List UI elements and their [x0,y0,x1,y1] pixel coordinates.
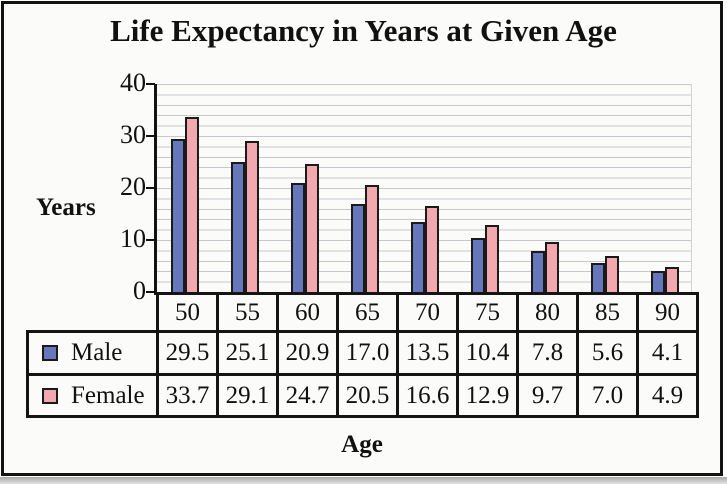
bar-female-65 [365,185,379,292]
value-female-60: 24.7 [276,373,339,418]
scan-edge-shadow [0,477,727,484]
data-table: 50 55 60 65 70 75 80 85 90 Male 29.5 25.1 20.9 17.0 13… [26,292,699,418]
value-female-55: 29.1 [216,373,279,418]
male-legend-swatch-icon [42,345,58,361]
value-male-60: 20.9 [276,330,339,376]
bar-male-50 [171,138,185,292]
bar-male-75 [471,237,485,292]
male-legend-cell: Male [26,330,159,376]
male-series-label: Male [71,339,123,366]
x-axis-title: Age [341,431,383,458]
value-female-50: 33.7 [156,373,219,418]
plot-area [157,84,692,292]
y-axis-line [154,84,157,295]
female-series-label: Female [71,381,145,409]
bar-male-55 [231,161,245,292]
y-axis-title: Years [36,194,96,221]
value-male-85: 5.6 [576,330,639,376]
table-spacer-cell [28,294,158,332]
female-legend-cell: Female [26,373,159,418]
bar-female-50 [185,116,199,292]
male-row: Male 29.5 25.1 20.9 17.0 13.5 10.4 7.8 5.6 4.1 [26,330,699,376]
value-male-90: 4.1 [636,330,699,376]
value-female-75: 12.9 [456,373,519,418]
value-female-85: 7.0 [576,373,639,418]
bar-female-90 [665,266,679,292]
bar-female-85 [605,255,619,292]
age-header-cell-90: 90 [636,292,699,333]
bar-male-85 [591,262,605,292]
age-header-row: 50 55 60 65 70 75 80 85 90 [28,292,699,333]
age-header-cell-60: 60 [276,292,339,333]
age-header-cell-55: 55 [216,292,279,333]
bar-male-80 [531,251,545,292]
age-header-cell-65: 65 [336,292,399,333]
age-header-cell-70: 70 [396,292,459,333]
chart-title: Life Expectancy in Years at Given Age [110,13,617,48]
value-female-65: 20.5 [336,373,399,418]
bar-male-60 [291,183,305,292]
age-header-cell-80: 80 [516,292,579,333]
value-male-65: 17.0 [336,330,399,376]
value-male-75: 10.4 [456,330,519,376]
age-header-cell-75: 75 [456,292,519,333]
female-legend-swatch-icon [42,387,58,404]
bar-female-60 [305,163,319,292]
female-row: Female 33.7 29.1 24.7 20.5 16.6 12.9 9.7 7.0 4.9 [26,373,699,418]
value-male-50: 29.5 [156,330,219,376]
bar-male-65 [351,203,365,292]
value-female-70: 16.6 [396,373,459,418]
bar-male-90 [651,270,665,292]
value-female-80: 9.7 [516,373,579,418]
value-male-80: 7.8 [516,330,579,376]
bar-male-70 [411,221,425,292]
bar-female-70 [425,205,439,292]
bar-female-75 [485,224,499,292]
age-header-cell-50: 50 [156,292,219,333]
value-male-55: 25.1 [216,330,279,376]
value-female-90: 4.9 [636,373,699,418]
value-male-70: 13.5 [396,330,459,376]
age-header-cell-85: 85 [576,292,639,333]
bar-female-80 [545,241,559,292]
data-table-body: 50 55 60 65 70 75 80 85 90 Male 29.5 25.1 20.9 17.0 13… [26,292,699,418]
bar-female-55 [245,140,259,292]
